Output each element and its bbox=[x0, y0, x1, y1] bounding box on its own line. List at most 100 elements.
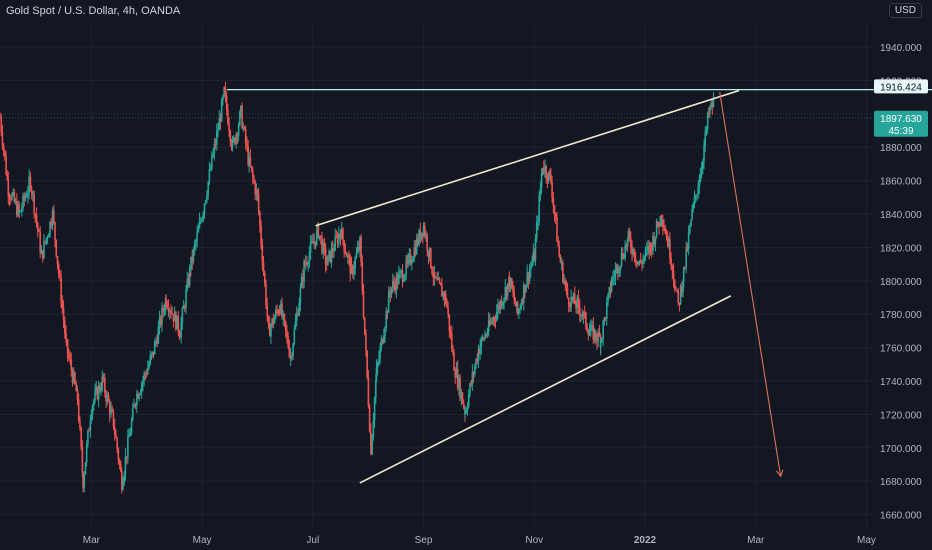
candle-body bbox=[510, 278, 513, 289]
candle-body bbox=[550, 174, 552, 183]
candle-body bbox=[532, 251, 535, 263]
grid-lines bbox=[0, 22, 872, 528]
candle-body bbox=[498, 305, 500, 310]
candle-body bbox=[676, 289, 679, 292]
candle-body bbox=[513, 292, 516, 301]
candle-body bbox=[559, 255, 562, 263]
upper-trendline[interactable] bbox=[315, 89, 740, 227]
candle-body bbox=[633, 248, 636, 260]
candle-body bbox=[707, 113, 710, 115]
candle-body bbox=[609, 287, 612, 292]
candle-body bbox=[202, 213, 205, 219]
candle-body bbox=[229, 131, 232, 142]
candle-body bbox=[639, 260, 642, 263]
candle-body bbox=[472, 372, 475, 375]
candle-body bbox=[19, 211, 22, 213]
candle-body bbox=[159, 317, 162, 325]
candle-body bbox=[437, 278, 440, 281]
candle-body bbox=[242, 127, 245, 129]
candle-body bbox=[111, 408, 113, 412]
candle-body bbox=[327, 255, 329, 266]
candle-body bbox=[177, 315, 180, 332]
candle-body bbox=[678, 302, 681, 305]
candle-body bbox=[415, 238, 418, 255]
candle-body bbox=[145, 373, 148, 375]
candle-body bbox=[265, 283, 267, 306]
candle-body bbox=[235, 134, 237, 144]
resistance-price-text: 1916.424 bbox=[880, 82, 922, 93]
candle-body bbox=[294, 321, 297, 330]
lower-trendline[interactable] bbox=[359, 295, 732, 484]
candle-body bbox=[638, 260, 641, 264]
candle-body bbox=[484, 335, 486, 340]
candle-body bbox=[217, 130, 219, 132]
candle-body bbox=[505, 287, 508, 296]
candle-body bbox=[572, 293, 575, 301]
candle-body bbox=[138, 394, 141, 399]
candle-body bbox=[41, 250, 44, 259]
candle-body bbox=[213, 143, 216, 154]
candle-body bbox=[331, 247, 334, 252]
candle-body bbox=[512, 288, 514, 293]
candle-body bbox=[348, 255, 350, 258]
candle-body bbox=[131, 407, 134, 421]
price-axis[interactable]: 1660.000 1680.000 1700.000 1720.000 1740.000… bbox=[874, 43, 928, 522]
candle-body bbox=[610, 278, 613, 284]
candle-body bbox=[687, 233, 690, 250]
candle-body bbox=[367, 377, 370, 407]
candle-body bbox=[470, 383, 472, 385]
candle-body bbox=[166, 304, 169, 308]
candle-body bbox=[152, 351, 155, 355]
candle-body bbox=[465, 410, 468, 413]
candle-body bbox=[306, 262, 308, 265]
candle-body bbox=[176, 315, 178, 330]
candle-body bbox=[347, 255, 349, 258]
candle-body bbox=[247, 146, 249, 165]
candle-body bbox=[405, 260, 407, 275]
candle-body bbox=[267, 322, 270, 324]
candle-body bbox=[105, 392, 107, 402]
candle-body bbox=[163, 310, 166, 312]
candle-body bbox=[482, 337, 485, 340]
candle-body bbox=[102, 377, 105, 380]
candle-body bbox=[54, 222, 56, 240]
candle-body bbox=[130, 420, 133, 433]
candle-body bbox=[345, 253, 348, 258]
candle-body bbox=[454, 370, 457, 378]
candle-body bbox=[686, 247, 689, 250]
resistance-price-label[interactable] bbox=[874, 79, 928, 94]
candle-body bbox=[419, 229, 422, 240]
candle-body bbox=[80, 427, 82, 448]
candle-body bbox=[33, 193, 35, 214]
candle-body bbox=[500, 300, 503, 307]
candle-body bbox=[446, 300, 448, 308]
candle-body bbox=[452, 348, 454, 354]
candle-body bbox=[97, 385, 100, 400]
candle-body bbox=[104, 377, 106, 393]
candle-body bbox=[50, 221, 53, 226]
candle-body bbox=[671, 266, 674, 271]
candlestick-series bbox=[0, 82, 715, 494]
candle-body bbox=[491, 321, 494, 323]
candle-body bbox=[35, 214, 38, 223]
candle-body bbox=[250, 165, 253, 170]
candle-body bbox=[670, 258, 672, 267]
candle-body bbox=[528, 270, 531, 282]
drawing-layer[interactable] bbox=[226, 88, 932, 484]
currency-badge[interactable]: USD bbox=[888, 3, 922, 18]
current-price-label[interactable] bbox=[874, 110, 928, 137]
forecast-arrow[interactable] bbox=[719, 92, 782, 477]
candle-body bbox=[428, 248, 431, 257]
time-axis[interactable]: Mar May Jul Sep Nov 2022 Mar May bbox=[83, 535, 876, 546]
candle-body bbox=[478, 349, 480, 354]
candle-body bbox=[185, 289, 187, 308]
candle-body bbox=[691, 209, 693, 220]
candle-body bbox=[655, 221, 658, 237]
candle-body bbox=[273, 317, 276, 324]
candle-body bbox=[6, 174, 9, 180]
candle-body bbox=[182, 306, 185, 309]
candle-body bbox=[681, 286, 683, 293]
candle-body bbox=[370, 445, 372, 455]
candle-body bbox=[580, 314, 582, 316]
